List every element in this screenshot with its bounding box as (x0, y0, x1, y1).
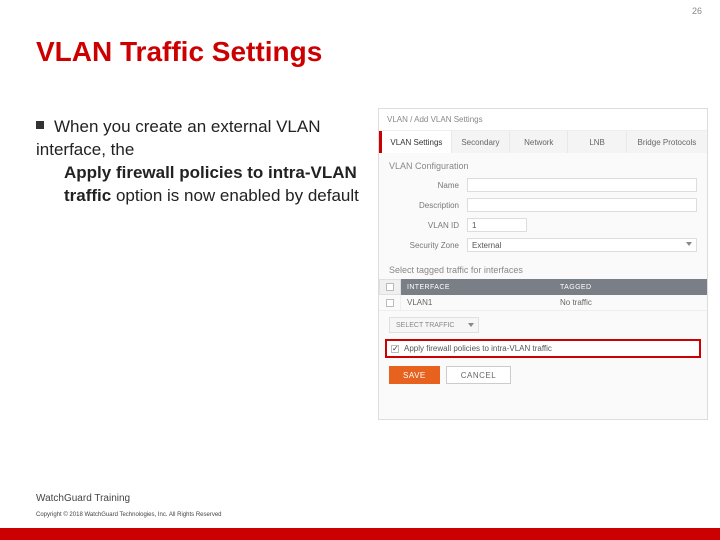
col-tagged: TAGGED (554, 279, 707, 295)
vlan-id-label: VLAN ID (389, 221, 467, 230)
bullet-text: When you create an external VLAN interfa… (36, 117, 366, 208)
tab-lnb[interactable]: LNB (568, 131, 626, 153)
tab-vlan-settings[interactable]: VLAN Settings (379, 131, 452, 153)
interface-row: VLAN1 No traffic (379, 295, 707, 311)
tab-network[interactable]: Network (510, 131, 568, 153)
apply-label: Apply firewall policies to intra-VLAN tr… (404, 344, 552, 353)
footer-training: WatchGuard Training (36, 493, 130, 504)
interface-table-header: INTERFACE TAGGED (379, 279, 707, 295)
breadcrumb: VLAN / Add VLAN Settings (379, 109, 707, 131)
tagged-heading: Select tagged traffic for interfaces (379, 255, 707, 279)
save-button[interactable]: SAVE (389, 366, 440, 384)
select-traffic-dropdown[interactable]: SELECT TRAFFIC (389, 317, 479, 333)
name-label: Name (389, 181, 467, 190)
security-zone-select[interactable]: External (467, 238, 697, 252)
checkbox-icon (386, 283, 394, 291)
row-tagged-value: No traffic (554, 295, 707, 310)
config-heading: VLAN Configuration (379, 153, 707, 175)
slide-title: VLAN Traffic Settings (36, 36, 322, 68)
select-traffic-label: SELECT TRAFFIC (396, 322, 454, 329)
name-input[interactable] (467, 178, 697, 192)
chevron-down-icon (468, 323, 474, 327)
cancel-button[interactable]: CANCEL (446, 366, 511, 384)
security-zone-value: External (472, 241, 501, 250)
config-screenshot: VLAN / Add VLAN Settings VLAN Settings S… (378, 108, 708, 420)
tabs-row: VLAN Settings Secondary Network LNB Brid… (379, 131, 707, 153)
vlan-id-value: 1 (472, 221, 476, 230)
bullet-pre: When you create an external VLAN interfa… (36, 117, 320, 159)
tab-bridge-protocols[interactable]: Bridge Protocols (627, 131, 707, 153)
row-checkbox-cell[interactable] (379, 295, 401, 310)
apply-checkbox[interactable] (391, 345, 399, 353)
description-label: Description (389, 201, 467, 210)
tab-secondary[interactable]: Secondary (452, 131, 510, 153)
button-row: SAVE CANCEL (379, 358, 707, 392)
bullet-block: When you create an external VLAN interfa… (36, 116, 366, 208)
page-number: 26 (692, 6, 702, 16)
chevron-down-icon (686, 242, 692, 246)
bullet-post: option is now enabled by default (111, 186, 359, 205)
row-interface-name: VLAN1 (401, 295, 554, 310)
description-input[interactable] (467, 198, 697, 212)
checkbox-icon (386, 299, 394, 307)
bullet-marker-icon (36, 121, 44, 129)
security-zone-label: Security Zone (389, 241, 467, 250)
footer-copyright: Copyright © 2018 WatchGuard Technologies… (36, 512, 222, 518)
apply-firewall-row: Apply firewall policies to intra-VLAN tr… (385, 339, 701, 358)
col-interface: INTERFACE (401, 279, 554, 295)
footer-accent-bar (0, 528, 720, 540)
header-checkbox-cell[interactable] (379, 279, 401, 295)
vlan-id-input[interactable]: 1 (467, 218, 527, 232)
